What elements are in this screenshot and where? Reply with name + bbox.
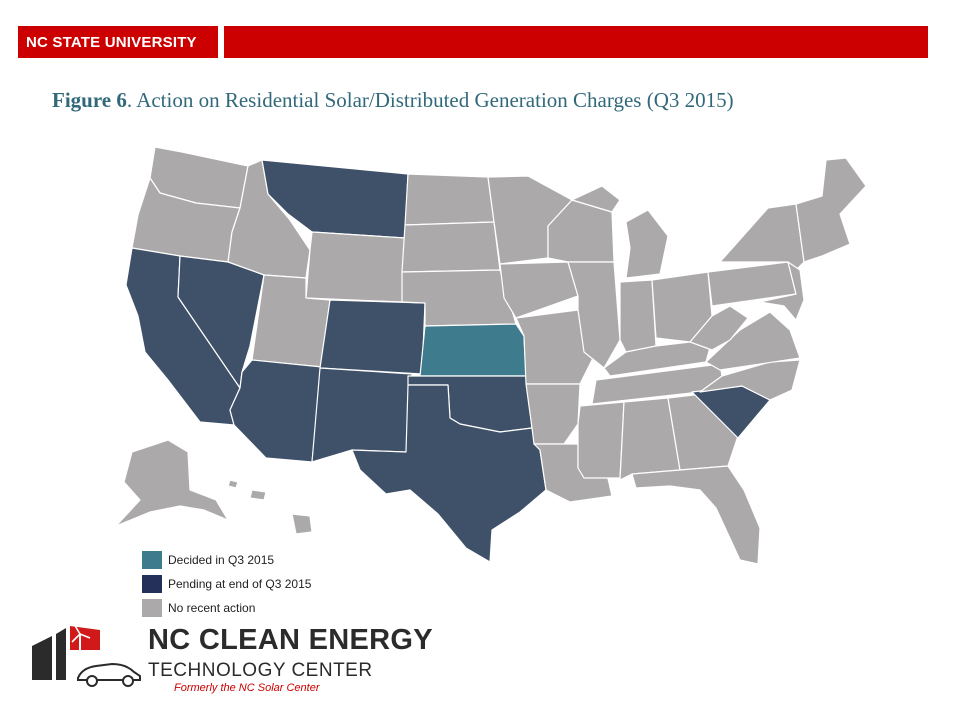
state-new-england	[795, 157, 867, 263]
legend-label-none: No recent action	[168, 601, 256, 615]
state-illinois	[567, 261, 621, 369]
state-mid-atlantic	[759, 261, 805, 321]
electric-car-icon	[77, 662, 141, 687]
logo-tagline: Formerly the NC Solar Center	[174, 682, 320, 694]
legend-label-decided: Decided in Q3 2015	[168, 553, 275, 567]
state-colorado	[319, 299, 426, 375]
state-arkansas	[525, 383, 581, 445]
figure-label: Figure 6	[52, 88, 127, 112]
wind-turbine-icon	[32, 623, 100, 680]
state-michigan	[571, 185, 669, 279]
state-hawaii	[227, 479, 313, 535]
brand-bar: NC STATE UNIVERSITY	[18, 26, 218, 58]
state-north-carolina	[699, 359, 801, 401]
state-north-dakota	[404, 173, 495, 226]
state-new-mexico	[311, 367, 413, 463]
state-new-york	[719, 203, 805, 271]
state-alaska	[115, 439, 229, 527]
legend-item-none: No recent action	[142, 598, 311, 618]
state-south-dakota	[401, 221, 501, 273]
state-virginia	[705, 311, 801, 371]
map-legend: Decided in Q3 2015 Pending at end of Q3 …	[142, 550, 311, 622]
legend-item-pending: Pending at end of Q3 2015	[142, 574, 311, 594]
legend-item-decided: Decided in Q3 2015	[142, 550, 311, 570]
brand-text: NC STATE UNIVERSITY	[26, 33, 197, 51]
state-mississippi	[577, 401, 625, 479]
state-iowa	[499, 261, 579, 319]
legend-swatch-pending	[142, 575, 162, 593]
nc-clean-energy-logo: NC CLEAN ENERGY TECHNOLOGY CENTER Former…	[30, 620, 433, 700]
state-wyoming	[305, 231, 406, 303]
legend-swatch-decided	[142, 551, 162, 569]
header-bar	[224, 26, 928, 58]
state-kansas	[419, 323, 527, 377]
state-texas	[351, 384, 547, 563]
state-florida	[631, 465, 761, 565]
us-map	[115, 146, 867, 565]
state-arizona	[229, 359, 323, 463]
figure-title: Figure 6. Action on Residential Solar/Di…	[52, 88, 932, 113]
legend-label-pending: Pending at end of Q3 2015	[168, 577, 312, 591]
legend-swatch-none	[142, 599, 162, 617]
state-west-virginia	[689, 305, 749, 351]
logo-title: NC CLEAN ENERGY	[148, 624, 433, 656]
figure-title-text: . Action on Residential Solar/Distribute…	[126, 88, 734, 112]
state-indiana	[619, 279, 657, 353]
state-nevada	[177, 255, 265, 389]
logo-subtitle: TECHNOLOGY CENTER	[148, 660, 373, 681]
